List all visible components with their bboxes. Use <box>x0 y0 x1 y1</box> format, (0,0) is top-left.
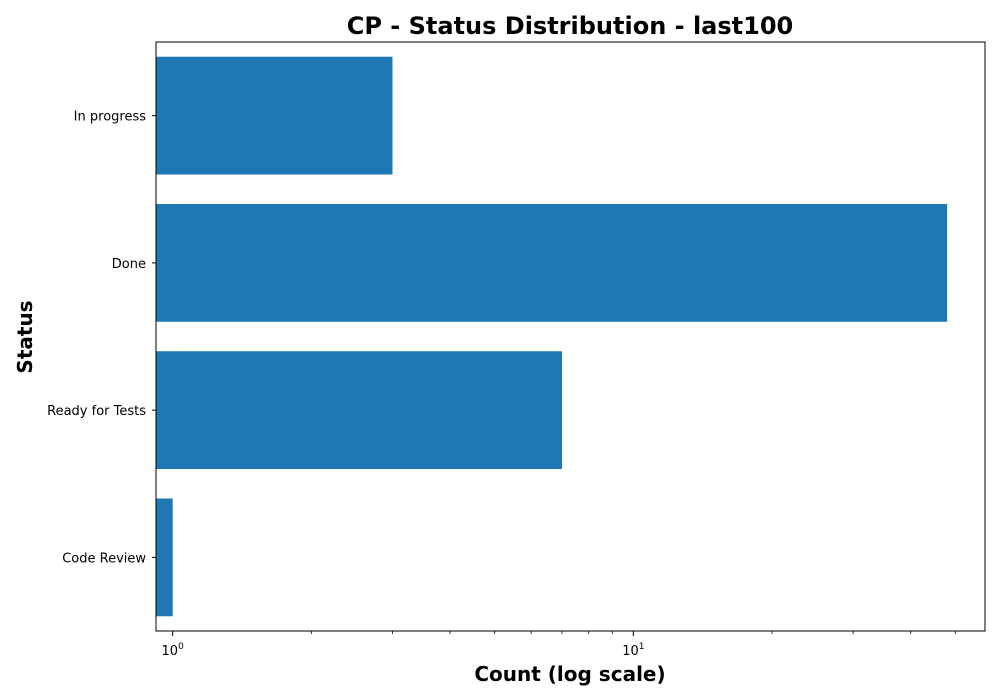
x-axis-label: Count (log scale) <box>474 662 665 686</box>
chart-title: CP - Status Distribution - last100 <box>347 12 793 40</box>
y-tick-label: Ready for Tests <box>47 404 146 419</box>
bar-ready-for-tests <box>156 351 562 470</box>
bar-code-review <box>156 498 173 617</box>
bars-layer <box>156 56 948 617</box>
x-tick-label: 100 <box>162 642 185 659</box>
y-tick-label: Done <box>112 257 146 272</box>
y-axis-label: Status <box>13 300 37 373</box>
bar-done <box>156 203 948 322</box>
y-tick-label: Code Review <box>62 551 146 566</box>
x-tick-label: 101 <box>622 642 644 659</box>
ticks-layer: In progress Done Ready for Tests Code Revie… <box>47 110 956 659</box>
plot-frame <box>155 41 986 632</box>
bar-in-progress <box>156 56 393 175</box>
y-tick-label: In progress <box>74 110 147 125</box>
